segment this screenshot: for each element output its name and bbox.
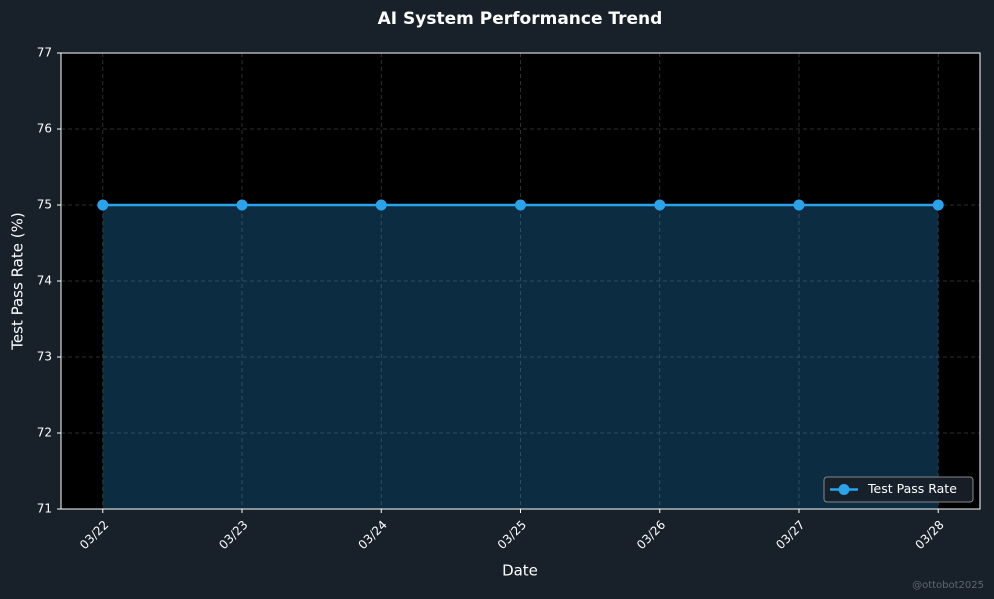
- chart-title: AI System Performance Trend: [378, 9, 663, 29]
- y-axis-label: Test Pass Rate (%): [9, 212, 27, 350]
- legend-label: Test Pass Rate: [867, 481, 957, 496]
- legend-marker: [838, 484, 850, 495]
- marker: [932, 199, 944, 211]
- y-tick-label: 74: [37, 274, 52, 288]
- y-tick-label: 71: [37, 502, 52, 516]
- marker: [97, 199, 109, 211]
- x-axis-label: Date: [502, 562, 538, 580]
- watermark: @ottobot2025: [912, 580, 984, 591]
- marker: [515, 199, 526, 211]
- y-tick-label: 77: [37, 46, 52, 60]
- plot-frame: [60, 52, 981, 510]
- marker: [654, 199, 666, 211]
- marker: [793, 199, 805, 211]
- y-tick-label: 72: [37, 426, 52, 440]
- marker: [375, 199, 387, 211]
- marker: [236, 199, 248, 211]
- y-tick-label: 76: [37, 122, 52, 136]
- legend: Test Pass Rate: [823, 476, 974, 503]
- y-tick-label: 73: [37, 350, 52, 364]
- y-tick-label: 75: [37, 198, 52, 212]
- area: [102, 205, 939, 509]
- legend-frame: [823, 476, 974, 503]
